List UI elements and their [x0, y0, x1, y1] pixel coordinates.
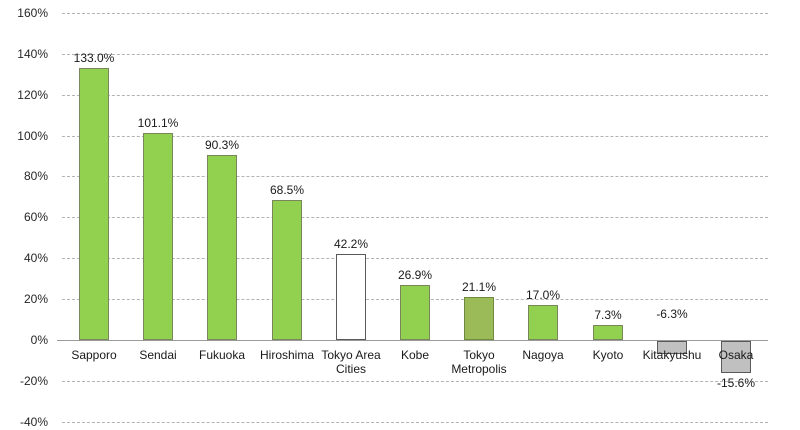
y-tick-label: 140% [17, 47, 48, 61]
category-label: Kobe [400, 348, 430, 362]
data-label: 90.3% [204, 138, 240, 152]
category-label: Tokyo Area Cities [321, 348, 381, 376]
gridline-40 [62, 258, 768, 259]
y-tick-label: 0% [30, 333, 48, 347]
bar-fukuoka [207, 155, 237, 340]
y-tick-label: 20% [23, 292, 48, 306]
data-label: 7.3% [594, 308, 622, 322]
category-label: Kitakyushu [642, 348, 702, 362]
data-label: -6.3% [656, 307, 688, 321]
data-label: 101.1% [137, 116, 179, 130]
gridline-140 [62, 54, 768, 55]
category-label: Fukuoka [198, 348, 246, 362]
category-label: Sendai [139, 348, 177, 362]
gridline-60 [62, 217, 768, 218]
category-label: Kyoto [592, 348, 624, 362]
data-label: 21.1% [461, 280, 497, 294]
category-label: Tokyo Metropolis [451, 348, 507, 376]
bar-kitakyushu [657, 341, 687, 354]
bar-osaka [721, 341, 751, 373]
y-tick-label: 100% [17, 129, 48, 143]
x-axis-line [57, 340, 768, 341]
bar-nagoya [528, 305, 558, 340]
bar-sendai [143, 133, 173, 340]
gridline-80 [62, 176, 768, 177]
bar-tokyo-metropolis [464, 297, 494, 340]
y-tick-label: -40% [19, 415, 48, 429]
bar-sapporo [79, 68, 109, 340]
y-tick-label: 40% [23, 251, 48, 265]
y-tick-label: 60% [23, 210, 48, 224]
category-label: Sapporo [71, 348, 117, 362]
y-tick-label: 120% [17, 88, 48, 102]
y-tick-label: 80% [23, 169, 48, 183]
data-label: 42.2% [333, 237, 369, 251]
category-label: Nagoya [522, 348, 564, 362]
y-tick-label: -20% [19, 374, 48, 388]
bar-kobe [400, 285, 430, 340]
gridline-100 [62, 136, 768, 137]
category-label: Osaka [718, 348, 754, 362]
y-tick-label: 160% [17, 6, 48, 20]
data-label: 17.0% [525, 288, 561, 302]
category-label: Hiroshima [259, 348, 314, 362]
data-label: -15.6% [716, 376, 756, 390]
gridline--40 [62, 422, 768, 423]
data-label: 133.0% [73, 51, 115, 65]
bar-hiroshima [272, 200, 302, 340]
bar-kyoto [593, 325, 623, 340]
data-label: 68.5% [269, 183, 305, 197]
data-label: 26.9% [397, 268, 433, 282]
gridline-120 [62, 95, 768, 96]
gridline--20 [62, 381, 768, 382]
bar-tokyo-area-cities [336, 254, 366, 340]
gridline-160 [62, 13, 768, 14]
